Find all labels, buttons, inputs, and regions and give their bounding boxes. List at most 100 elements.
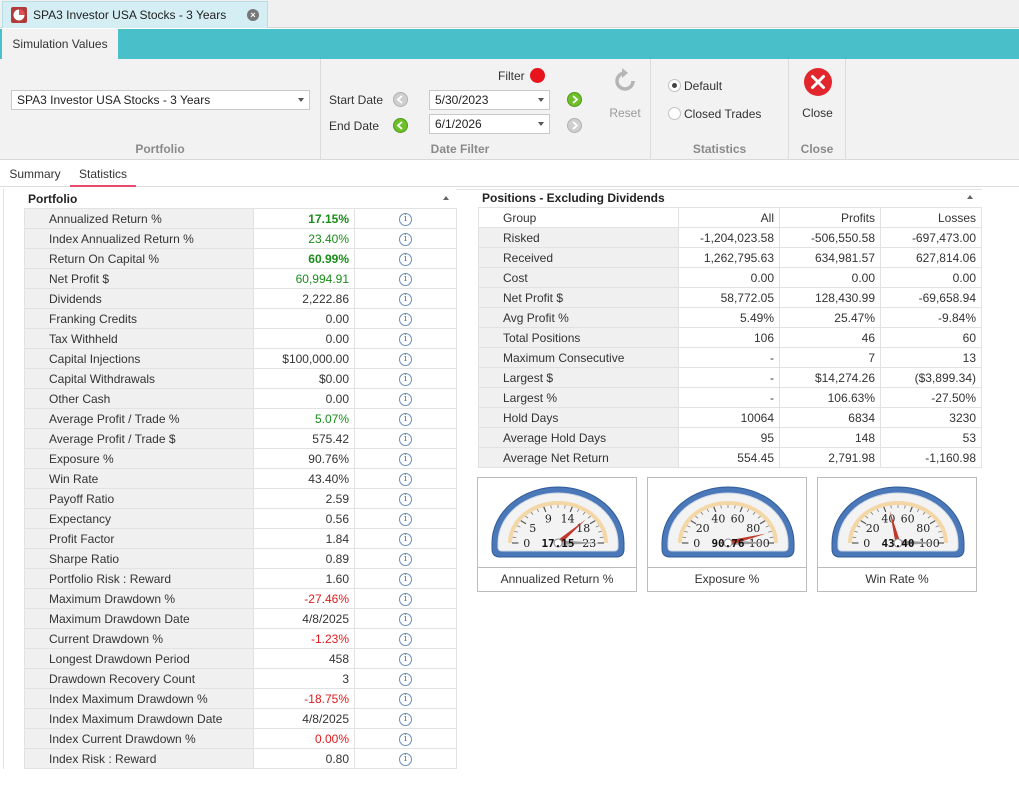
info-icon[interactable]: i — [399, 232, 412, 246]
stat-info-button[interactable]: i — [354, 308, 457, 329]
tab-simulation-values[interactable]: Simulation Values — [2, 29, 118, 59]
stat-info-button[interactable]: i — [354, 548, 457, 569]
info-icon[interactable]: i — [399, 252, 412, 266]
stat-info-button[interactable]: i — [354, 688, 457, 709]
info-icon[interactable]: i — [399, 592, 412, 606]
close-button[interactable]: Close — [789, 67, 846, 120]
cell-value: 634,981.57 — [779, 247, 881, 268]
stat-info-button[interactable]: i — [354, 248, 457, 269]
filter-label: Filter — [498, 69, 525, 83]
tab-summary[interactable]: Summary — [9, 167, 61, 181]
portfolio-select[interactable]: SPA3 Investor USA Stocks - 3 Years — [11, 90, 310, 110]
info-icon[interactable]: i — [399, 472, 412, 486]
positions-panel-title: Positions - Excluding Dividends — [482, 191, 665, 205]
stat-info-button[interactable]: i — [354, 348, 457, 369]
info-icon[interactable]: i — [399, 692, 412, 706]
stat-value: 43.40% — [253, 468, 355, 489]
chevron-down-icon — [538, 122, 544, 126]
gauge-tick-label: 40 — [711, 512, 725, 525]
stat-info-button[interactable]: i — [354, 468, 457, 489]
stat-info-button[interactable]: i — [354, 488, 457, 509]
info-icon[interactable]: i — [399, 652, 412, 666]
stat-info-button[interactable]: i — [354, 568, 457, 589]
stat-info-button[interactable]: i — [354, 288, 457, 309]
stat-info-button[interactable]: i — [354, 228, 457, 249]
collapse-icon[interactable] — [967, 195, 973, 199]
info-icon[interactable]: i — [399, 512, 412, 526]
filter-indicator-icon[interactable] — [530, 68, 545, 83]
table-row: Risked -1,204,023.58 -506,550.58 -697,473.0… — [478, 227, 982, 248]
stat-info-button[interactable]: i — [354, 748, 457, 769]
collapse-icon[interactable] — [443, 196, 449, 200]
gauge-limit-needle — [897, 540, 938, 545]
stat-info-button[interactable]: i — [354, 648, 457, 669]
tab-statistics[interactable]: Statistics — [70, 161, 136, 187]
column-header[interactable]: Group — [478, 207, 679, 228]
column-header[interactable]: All — [678, 207, 780, 228]
stat-name: Return On Capital % — [24, 248, 254, 269]
info-icon[interactable]: i — [399, 392, 412, 406]
info-icon[interactable]: i — [399, 452, 412, 466]
stat-info-button[interactable]: i — [354, 588, 457, 609]
stat-info-button[interactable]: i — [354, 388, 457, 409]
portfolio-group-label: Portfolio — [135, 142, 185, 156]
info-icon[interactable]: i — [399, 432, 412, 446]
closed-trades-radio[interactable] — [668, 107, 681, 120]
stat-info-button[interactable]: i — [354, 328, 457, 349]
cell-value: 46 — [779, 327, 881, 348]
info-icon[interactable]: i — [399, 292, 412, 306]
table-row: Annualized Return % 17.15% i — [24, 208, 457, 229]
info-icon[interactable]: i — [399, 752, 412, 766]
stat-info-button[interactable]: i — [354, 428, 457, 449]
info-icon[interactable]: i — [399, 572, 412, 586]
stat-info-button[interactable]: i — [354, 268, 457, 289]
info-icon[interactable]: i — [399, 552, 412, 566]
end-date-forward-icon[interactable] — [567, 118, 582, 133]
start-date-forward-icon[interactable] — [567, 92, 582, 107]
info-icon[interactable]: i — [399, 352, 412, 366]
close-icon[interactable]: × — [247, 9, 259, 21]
stat-info-button[interactable]: i — [354, 208, 457, 229]
stat-value: 17.15% — [253, 208, 355, 229]
info-icon[interactable]: i — [399, 412, 412, 426]
statistics-group-label: Statistics — [692, 142, 747, 156]
start-date-back-icon[interactable] — [393, 92, 408, 107]
info-icon[interactable]: i — [399, 532, 412, 546]
gauge-tick — [713, 506, 717, 513]
stat-info-button[interactable]: i — [354, 448, 457, 469]
stat-info-button[interactable]: i — [354, 668, 457, 689]
cell-value: 0.00 — [779, 267, 881, 288]
gauge-tick — [768, 530, 772, 533]
stat-info-button[interactable]: i — [354, 628, 457, 649]
cell-value: $14,274.26 — [779, 367, 881, 388]
stat-info-button[interactable]: i — [354, 508, 457, 529]
info-icon[interactable]: i — [399, 212, 412, 226]
column-header[interactable]: Profits — [779, 207, 881, 228]
cell-value: - — [678, 367, 780, 388]
info-icon[interactable]: i — [399, 272, 412, 286]
info-icon[interactable]: i — [399, 492, 412, 506]
info-icon[interactable]: i — [399, 332, 412, 346]
info-icon[interactable]: i — [399, 372, 412, 386]
document-tab[interactable]: SPA3 Investor USA Stocks - 3 Years × — [2, 1, 268, 28]
info-icon[interactable]: i — [399, 312, 412, 326]
stat-info-button[interactable]: i — [354, 408, 457, 429]
info-icon[interactable]: i — [399, 732, 412, 746]
default-radio[interactable] — [668, 79, 681, 92]
start-date-input[interactable]: 5/30/2023 — [429, 90, 550, 110]
info-icon[interactable]: i — [399, 612, 412, 626]
reset-button[interactable]: Reset — [599, 67, 651, 120]
info-icon[interactable]: i — [399, 712, 412, 726]
stat-info-button[interactable]: i — [354, 528, 457, 549]
stat-info-button[interactable]: i — [354, 728, 457, 749]
end-date-back-icon[interactable] — [393, 118, 408, 133]
stat-info-button[interactable]: i — [354, 368, 457, 389]
end-date-input[interactable]: 6/1/2026 — [429, 114, 550, 134]
column-header[interactable]: Losses — [880, 207, 982, 228]
stat-name: Index Maximum Drawdown % — [24, 688, 254, 709]
gauge-tick — [876, 508, 880, 513]
stat-info-button[interactable]: i — [354, 608, 457, 629]
info-icon[interactable]: i — [399, 672, 412, 686]
stat-info-button[interactable]: i — [354, 708, 457, 729]
info-icon[interactable]: i — [399, 632, 412, 646]
